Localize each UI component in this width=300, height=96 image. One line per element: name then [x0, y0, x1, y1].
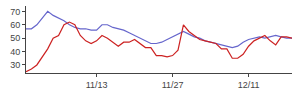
- svg-text:60: 60: [10, 20, 20, 30]
- svg-text:12/11: 12/11: [238, 80, 260, 90]
- svg-text:30: 30: [10, 60, 20, 70]
- svg-text:70: 70: [10, 7, 20, 17]
- svg-text:11/13: 11/13: [86, 80, 108, 90]
- svg-text:11/27: 11/27: [162, 80, 184, 90]
- svg-text:50: 50: [10, 33, 20, 43]
- svg-text:40: 40: [10, 47, 20, 57]
